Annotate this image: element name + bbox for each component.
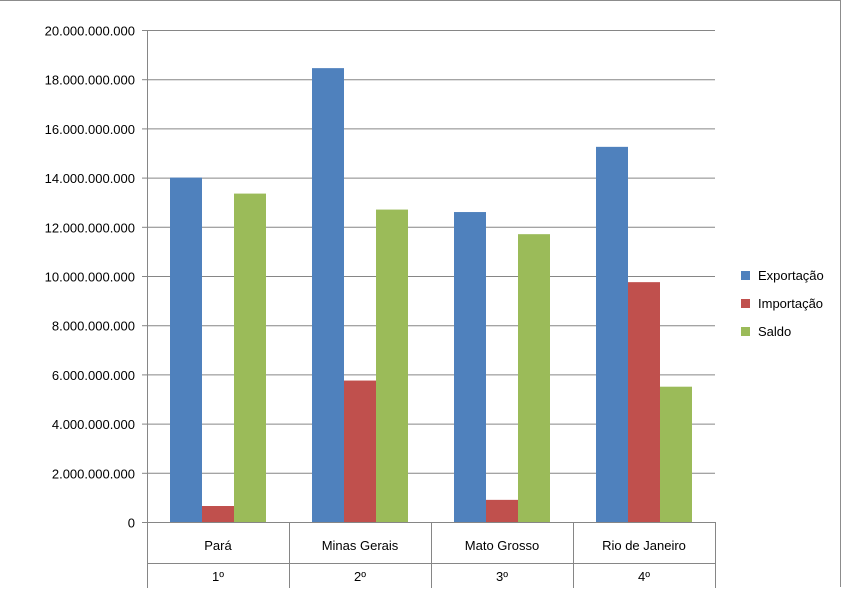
- y-tick-label: 14.000.000.000: [45, 171, 135, 186]
- y-tick-label: 0: [128, 516, 135, 531]
- legend-swatch-importação: [741, 299, 750, 308]
- category-rank-label: 2º: [354, 569, 366, 584]
- y-tick-label: 16.000.000.000: [45, 122, 135, 137]
- legend-swatch-saldo: [741, 327, 750, 336]
- category-rank-label: 3º: [496, 569, 508, 584]
- y-tick-label: 8.000.000.000: [52, 319, 135, 334]
- legend-label: Saldo: [758, 324, 791, 339]
- y-tick-label: 2.000.000.000: [52, 466, 135, 481]
- bar-exportação: [454, 212, 486, 523]
- bar-saldo: [234, 193, 266, 522]
- bar-importação: [202, 506, 234, 522]
- bar-exportação: [312, 68, 344, 522]
- bar-saldo: [660, 386, 692, 522]
- legend-label: Importação: [758, 296, 823, 311]
- y-tick-label: 4.000.000.000: [52, 417, 135, 432]
- bar-exportação: [596, 146, 628, 522]
- y-tick-label: 6.000.000.000: [52, 368, 135, 383]
- legend-swatch-exportação: [741, 271, 750, 280]
- category-rank-label: 4º: [638, 569, 650, 584]
- y-tick-label: 12.000.000.000: [45, 220, 135, 235]
- category-rank-label: 1º: [212, 569, 224, 584]
- category-label: Pará: [204, 538, 232, 553]
- x-axis-category-labels: Pará 1º Minas Gerais 2º Mato Grosso 3º Rio de …: [204, 538, 686, 584]
- y-tick-label: 10.000.000.000: [45, 270, 135, 285]
- legend-label: Exportação: [758, 268, 824, 283]
- y-tick-label: 18.000.000.000: [45, 73, 135, 88]
- bar-exportação: [170, 177, 202, 522]
- y-axis-tick-labels: 0 2.000.000.000 4.000.000.000 6.000.000.000…: [45, 24, 135, 531]
- bar-importação: [628, 282, 660, 522]
- category-label: Rio de Janeiro: [602, 538, 686, 553]
- bar-saldo: [518, 234, 550, 522]
- category-label: Mato Grosso: [465, 538, 539, 553]
- bars: [170, 68, 692, 523]
- category-label: Minas Gerais: [322, 538, 399, 553]
- axes: [142, 30, 716, 588]
- bar-importação: [486, 499, 518, 522]
- y-tick-label: 20.000.000.000: [45, 24, 135, 39]
- bar-saldo: [376, 209, 408, 522]
- legend: Exportação Importação Saldo: [741, 268, 824, 339]
- bar-importação: [344, 380, 376, 522]
